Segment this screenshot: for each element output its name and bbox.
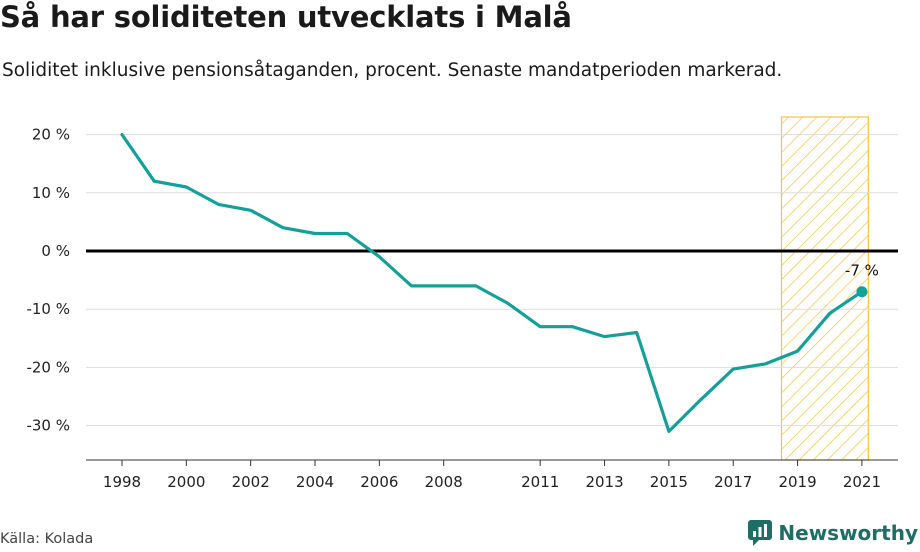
x-tick-label: 2008 [425, 473, 463, 491]
x-tick-label: 2017 [714, 473, 752, 491]
highlight-period [780, 116, 869, 461]
last-value-label: -7 % [845, 262, 879, 280]
source-note: Källa: Kolada [0, 531, 94, 547]
chart-title: Så har soliditeten utvecklats i Malå [0, 0, 572, 34]
y-tick-label: 20 % [32, 126, 70, 144]
y-tick-label: -10 % [26, 300, 70, 318]
x-tick-label: 2004 [296, 473, 334, 491]
x-tick-label: 1998 [103, 473, 141, 491]
x-tick-label: 2000 [167, 473, 205, 491]
y-tick-label: -30 % [26, 417, 70, 435]
y-tick-label: 0 % [41, 242, 70, 260]
brand-name: Newsworthy [778, 521, 918, 545]
newsworthy-logo[interactable]: Newsworthy [748, 520, 918, 546]
x-tick-label: 2021 [843, 473, 881, 491]
x-tick-label: 2013 [585, 473, 623, 491]
y-tick-label: -20 % [26, 358, 70, 376]
newsworthy-icon [748, 520, 773, 546]
x-tick-label: 2006 [360, 473, 398, 491]
x-tick-label: 2011 [521, 473, 559, 491]
y-tick-label: 10 % [32, 184, 70, 202]
last-point-marker [856, 286, 868, 298]
chart-subtitle: Soliditet inklusive pensionsåtaganden, p… [2, 60, 783, 81]
series-line [120, 133, 864, 433]
x-tick-label: 2019 [778, 473, 816, 491]
x-tick-label: 2015 [650, 473, 688, 491]
x-tick-label: 2002 [232, 473, 270, 491]
